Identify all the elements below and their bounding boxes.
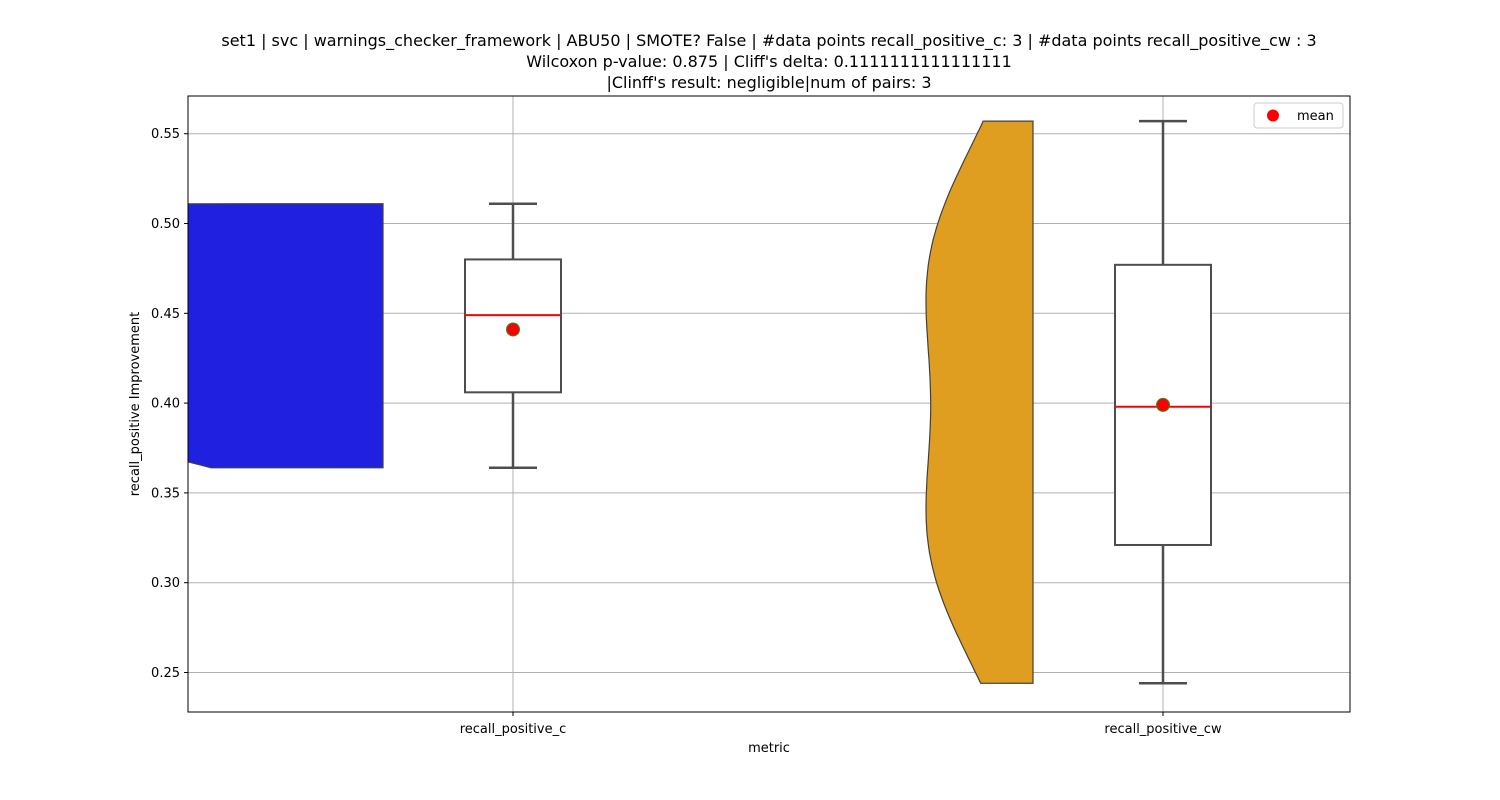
y-tick-label: 0.55 (151, 127, 180, 142)
title-line-3: |Clinff's result: negligible|num of pair… (606, 73, 932, 92)
violin-recall_positive_c (188, 203, 384, 469)
y-tick-label: 0.25 (151, 666, 180, 681)
boxplots (464, 119, 1212, 685)
mean-marker (1156, 397, 1170, 412)
y-axis-label: recall_positive Improvement (128, 312, 143, 496)
x-axis-label: metric (748, 741, 790, 756)
x-tick-label: recall_positive_cw (1104, 722, 1222, 737)
mean-marker (506, 322, 520, 337)
legend-box (1253, 102, 1344, 129)
x-tick-label: recall_positive_c (460, 722, 567, 737)
y-tick-label: 0.45 (151, 307, 180, 322)
y-tick-label: 0.40 (151, 397, 180, 412)
legend-mean-marker (1267, 109, 1279, 122)
y-tick-label: 0.50 (151, 217, 180, 232)
axis-ticks: 0.25 0.30 0.35 0.40 0.45 0.50 0.55 recall_posit… (151, 127, 1222, 737)
title-line-2: Wilcoxon p-value: 0.875 | Cliff's delta:… (526, 52, 1012, 71)
legend: mean (1253, 102, 1344, 129)
plot-frame (187, 95, 1351, 713)
y-tick-label: 0.30 (151, 576, 180, 591)
violins (188, 120, 1034, 684)
boxplot-recall_positive_cw (1114, 119, 1212, 685)
y-tick-label: 0.35 (151, 486, 180, 501)
violin-recall_positive_cw (925, 120, 1034, 684)
title-line-1: set1 | svc | warnings_checker_framework … (221, 31, 1317, 50)
legend-mean-label: mean (1297, 109, 1334, 124)
boxplot-recall_positive_c (464, 202, 562, 470)
